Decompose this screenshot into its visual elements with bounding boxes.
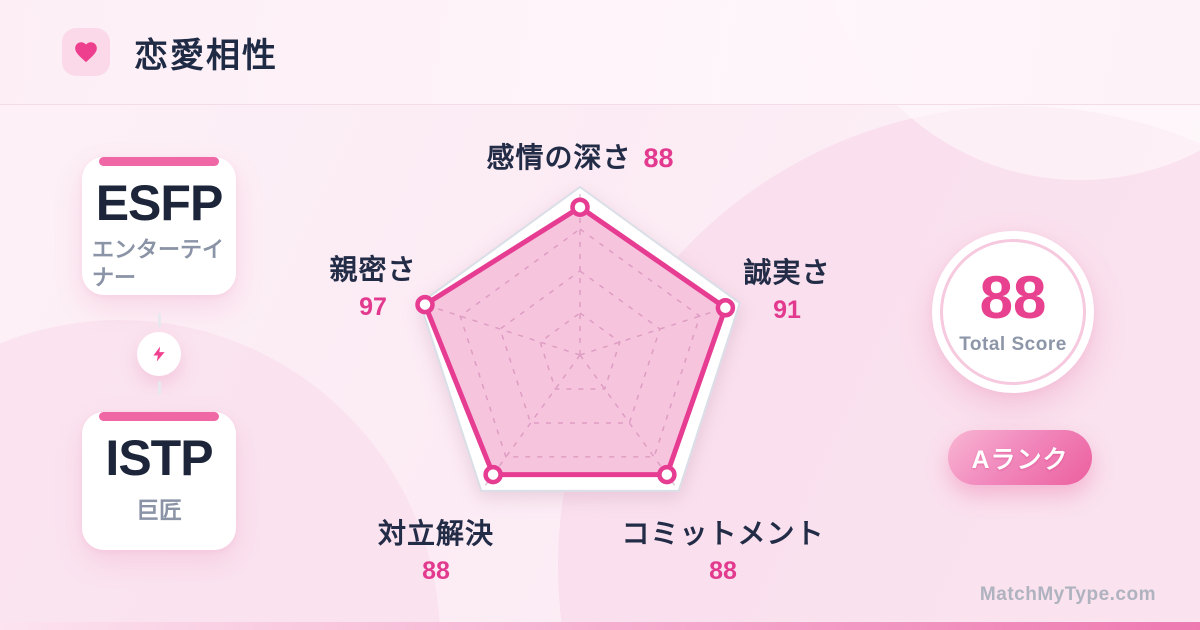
- mbti-nickname-bottom: 巨匠: [136, 497, 182, 523]
- axis-value: 88: [643, 143, 674, 173]
- lightning-bolt-icon: [137, 331, 181, 376]
- axis-label: 対立解決: [377, 518, 494, 549]
- axis-label: 感情の深さ: [486, 142, 632, 173]
- axis-value: 88: [709, 557, 737, 585]
- axis-sincerity: 誠実さ 91: [737, 251, 837, 325]
- pair-connector: [82, 295, 236, 412]
- heart-icon: [62, 28, 110, 76]
- axis-commitment: コミットメント 88: [611, 512, 835, 586]
- total-score-value: 88: [979, 264, 1047, 331]
- axis-value: 88: [422, 557, 450, 585]
- mbti-nickname-top: エンターテイナー: [92, 237, 225, 291]
- axis-label: 親密さ: [329, 254, 417, 285]
- connector-line: [157, 380, 161, 395]
- header: 恋愛相性: [0, 0, 1200, 105]
- rank-badge: Aランク: [948, 430, 1092, 485]
- axis-intimacy: 親密さ 97: [323, 248, 423, 322]
- type-card-istp: ISTP 巨匠: [82, 412, 236, 550]
- total-score-label: Total Score: [959, 334, 1067, 355]
- axis-label: コミットメント: [621, 518, 825, 549]
- card-accent-bar: [99, 157, 219, 166]
- page-title: 恋愛相性: [134, 36, 278, 75]
- card-accent-bar: [99, 412, 219, 421]
- type-card-esfp: ESFP エンターテイナー: [82, 157, 236, 295]
- axis-conflict-resolution: 対立解決 88: [346, 512, 526, 586]
- mbti-type-bottom: ISTP: [105, 430, 213, 486]
- axis-value: 91: [773, 296, 801, 324]
- connector-line: [157, 312, 161, 327]
- bottom-accent-bar: [0, 622, 1200, 630]
- mbti-type-top: ESFP: [95, 175, 224, 231]
- axis-value: 97: [359, 293, 387, 321]
- axis-emotional-depth: 感情の深さ 88: [400, 136, 760, 176]
- total-score-circle: 88 Total Score: [932, 231, 1094, 393]
- axis-label: 誠実さ: [743, 257, 831, 288]
- watermark: MatchMyType.com: [979, 584, 1156, 605]
